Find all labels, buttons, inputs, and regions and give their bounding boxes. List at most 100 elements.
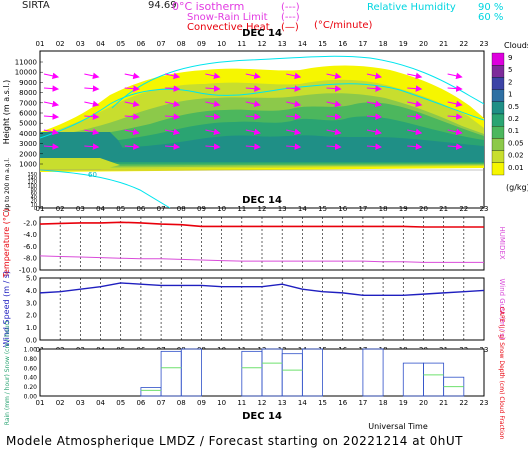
hour-tick-label: 16 bbox=[338, 399, 347, 407]
hour-tick-label: 09 bbox=[197, 40, 206, 48]
wind-arrow bbox=[326, 113, 342, 120]
hour-tick-label: 21 bbox=[439, 399, 448, 407]
wind-arrow bbox=[164, 100, 181, 108]
date-label-bottom: DEC 14 bbox=[242, 411, 282, 422]
hour-tick-label: 01 bbox=[36, 399, 45, 407]
wind-arrow bbox=[205, 143, 221, 150]
rh-contour-60 bbox=[111, 55, 484, 109]
wind-arrow bbox=[245, 113, 261, 120]
hour-tick-label: 14 bbox=[298, 40, 307, 48]
hour-tick-label: 12 bbox=[258, 40, 267, 48]
precipitation-panel: 1.00 0.80 0.60 0.40 0.20 0.00 Rain (mm / hour… bbox=[4, 307, 505, 440]
cloud-panel: 60 1100010000900080007000600050004000300… bbox=[2, 50, 485, 212]
colorbar-swatch bbox=[491, 150, 505, 163]
legend-isotherm-sym: (---) bbox=[281, 2, 300, 13]
humidex-line bbox=[39, 255, 484, 263]
legend-rh-60: 60 % bbox=[478, 12, 503, 23]
wind-arrow bbox=[124, 143, 140, 150]
wind-arrow bbox=[366, 100, 382, 108]
wind-arrow bbox=[43, 113, 60, 120]
hour-tick-label: 15 bbox=[318, 40, 327, 48]
colorbar-swatch bbox=[491, 52, 505, 66]
hour-tick-label: 02 bbox=[56, 205, 65, 213]
wind-arrow bbox=[447, 72, 463, 80]
height-tick-label: 6000 bbox=[19, 110, 37, 118]
height-tick-label: 1000 bbox=[19, 161, 37, 169]
hour-tick-label: 04 bbox=[96, 40, 105, 48]
wind-arrow bbox=[165, 143, 181, 150]
hour-tick-label: 19 bbox=[399, 399, 408, 407]
lower-height-tick-label: 20 bbox=[31, 199, 37, 205]
wind-tick-label: 3.0 bbox=[26, 299, 37, 307]
lower-height-tick-label: 40 bbox=[31, 195, 37, 201]
wind-arrow bbox=[164, 128, 181, 136]
hour-tick-label: 06 bbox=[136, 399, 145, 407]
wind-axis: 5.0 4.0 3.0 2.0 1.0 0.0 bbox=[26, 275, 37, 345]
wind-arrow bbox=[447, 100, 463, 108]
hour-tick-label: 08 bbox=[177, 205, 186, 213]
height-tick-label: 8000 bbox=[19, 89, 37, 97]
wind-arrow bbox=[205, 100, 221, 108]
temperature-axis: -2.0 -4.0 -6.0 -8.0 -10.0 bbox=[19, 219, 37, 274]
colorbar-tick-label: 0.5 bbox=[508, 103, 519, 111]
height-tick-label: 2000 bbox=[19, 150, 37, 158]
hour-axis-top: 01 02 03 04 05 06 07 08 09 10 11 12 13 14 15 16 17 18 19 20… bbox=[36, 40, 489, 48]
wind-ylabel: Wind Speed (m / s) bbox=[2, 271, 11, 347]
wind-gust-ylabel: Wind Gust (m / s) bbox=[498, 278, 506, 339]
hour-tick-label: 09 bbox=[197, 205, 206, 213]
cloud-ylabel2: Up to 200 m a.g.l. bbox=[4, 158, 11, 212]
lower-height-tick-label: 100 bbox=[27, 183, 37, 189]
hour-tick-label: 06 bbox=[136, 40, 145, 48]
hour-tick-label: 14 bbox=[298, 399, 307, 407]
hour-tick-label: 06 bbox=[136, 205, 145, 213]
cloud-fraction-bar bbox=[362, 348, 384, 397]
wind-arrow bbox=[124, 100, 140, 108]
wind-arrow bbox=[245, 143, 261, 150]
wind-arrow bbox=[124, 113, 140, 120]
hour-tick-label: 13 bbox=[278, 40, 287, 48]
colorbar-tick-label: 1 bbox=[508, 91, 512, 99]
wind-arrows bbox=[43, 72, 463, 150]
wind-arrow bbox=[447, 143, 463, 150]
wind-arrow bbox=[326, 72, 342, 80]
hour-tick-label: 08 bbox=[177, 40, 186, 48]
wind-arrow bbox=[366, 113, 383, 120]
temperature-tick-label: -10.0 bbox=[19, 267, 37, 275]
height-tick-label: 9000 bbox=[19, 79, 37, 87]
hour-tick-label: 01 bbox=[36, 205, 45, 213]
colorbar-swatch bbox=[491, 77, 505, 90]
hour-axis-bottom: 01 02 03 04 05 06 07 08 09 10 11 12 13 14 15 16 17 18 19 20… bbox=[36, 399, 489, 407]
hour-tick-label: 19 bbox=[399, 205, 408, 213]
temperature-ylabel: Temperature (°C) bbox=[2, 208, 11, 278]
hour-tick-label: 07 bbox=[157, 40, 166, 48]
hour-tick-label: 01 bbox=[36, 40, 45, 48]
hour-tick-label: 10 bbox=[217, 40, 226, 48]
hour-tick-label: 02 bbox=[56, 40, 65, 48]
wind-arrow bbox=[205, 85, 221, 92]
hour-tick-label: 10 bbox=[217, 205, 226, 213]
colorbar-swatch bbox=[491, 65, 505, 78]
legend-convective-sym: (—) bbox=[281, 22, 299, 33]
hour-tick-label: 21 bbox=[439, 205, 448, 213]
wind-arrow bbox=[447, 85, 463, 92]
hour-tick-label: 12 bbox=[258, 205, 267, 213]
lower-height-tick-label: 10 bbox=[31, 202, 37, 208]
wind-arrow bbox=[366, 128, 382, 136]
precip-tick-label: 0.20 bbox=[24, 384, 38, 391]
colorbar-swatch bbox=[491, 162, 505, 176]
colorbar-swatch bbox=[491, 138, 505, 151]
hour-tick-label: 15 bbox=[318, 399, 327, 407]
cloud-layer-darkteal bbox=[40, 135, 484, 162]
colorbar-title: Clouds bbox=[504, 41, 528, 50]
legend-snow-rain: Snow-Rain Limit bbox=[187, 12, 268, 23]
precip-tick-label: 0.00 bbox=[24, 394, 38, 401]
hour-tick-label: 22 bbox=[459, 399, 468, 407]
low-cloud-band-yellow bbox=[40, 158, 120, 170]
hour-axis-mid: 01 02 03 04 05 06 07 08 09 10 11 12 13 14 15 16 17 18 19 20… bbox=[36, 205, 489, 213]
wind-arrow bbox=[84, 128, 100, 136]
wind-arrow bbox=[286, 72, 302, 80]
legend-convective-unit: (°C/minute) bbox=[314, 20, 373, 31]
height-tick-label: 7000 bbox=[19, 99, 37, 107]
hour-tick-label: 13 bbox=[278, 399, 287, 407]
